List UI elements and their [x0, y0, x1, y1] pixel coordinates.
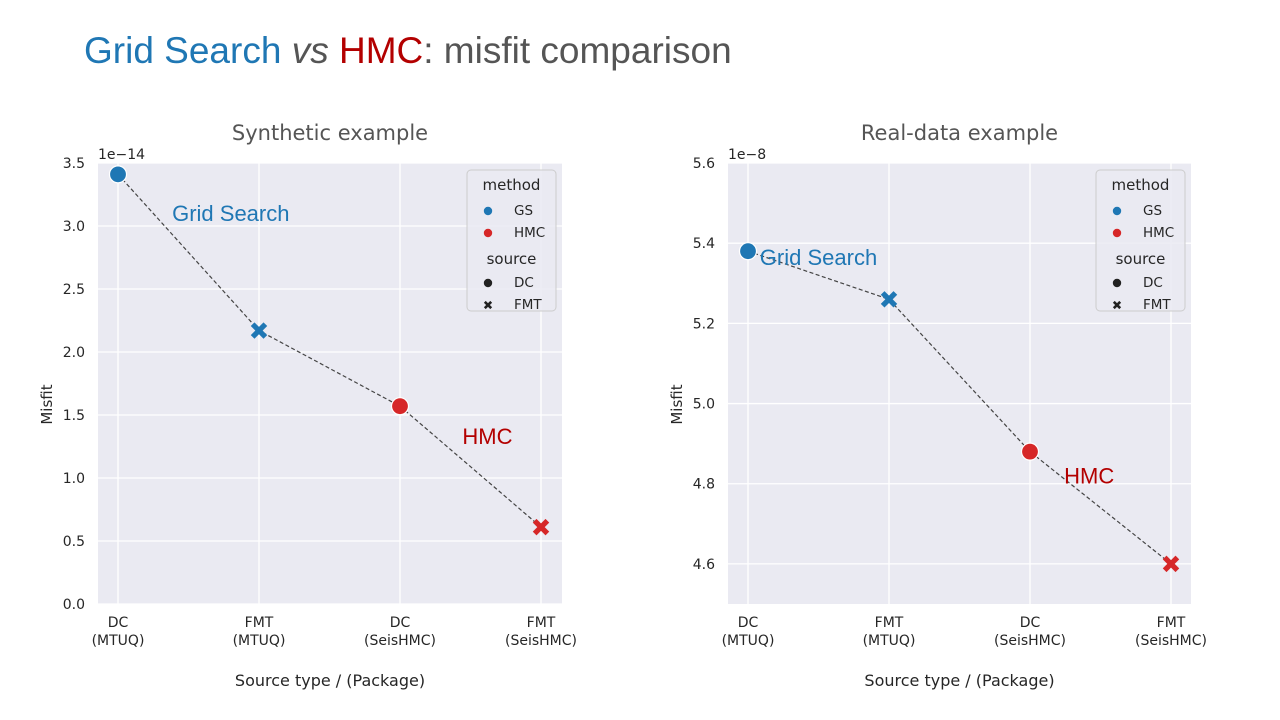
- data-point-dc-marker: [390, 397, 410, 416]
- x-tick-label-package: (SeisHMC): [1135, 633, 1207, 649]
- x-tick-label-source: DC: [1020, 615, 1041, 631]
- y-tick-label: 1.5: [63, 408, 85, 424]
- x-tick-label-package: (MTUQ): [863, 633, 916, 649]
- data-point-dc-marker: [1020, 442, 1040, 461]
- data-point-fmt-marker-stroke-b: [1162, 555, 1180, 573]
- y-tick-label: 2.5: [63, 282, 85, 298]
- title-vs: vs: [291, 30, 329, 71]
- data-point-hmc-fmt: [1162, 555, 1180, 573]
- legend-box: [466, 169, 557, 312]
- chart-1: 0.0 0.5 1.0 1.5 2.0 2.5 3.0 3.5 DC (MTUQ) FMT (MTUQ…: [38, 121, 577, 690]
- legend-dc-label: DC: [514, 275, 534, 291]
- data-point-hmc-dc: [1020, 442, 1040, 461]
- chart-2: 4.6 4.8 5.0 5.2 5.4 5.6 DC (MTUQ) FMT (MTUQ) DC (Se…: [668, 121, 1207, 690]
- data-point-gs-dc: [738, 242, 758, 261]
- legend-fmt-label: FMT: [1143, 297, 1171, 313]
- y-offset-label: 1e−14: [98, 147, 145, 163]
- y-tick-label: 0.5: [63, 534, 85, 550]
- legend-dc-swatch: [483, 278, 493, 288]
- legend-box: [1095, 169, 1186, 312]
- chart-title: Synthetic example: [232, 121, 428, 145]
- x-tick-label-package: (MTUQ): [722, 633, 775, 649]
- hmc-annotation: HMC: [462, 424, 512, 449]
- x-axis-label: Source type / (Package): [864, 671, 1054, 690]
- y-tick-label: 3.0: [63, 219, 85, 235]
- x-tick-label-source: FMT: [527, 615, 556, 631]
- legend-gs-label: GS: [514, 203, 533, 219]
- legend-dc-label: DC: [1143, 275, 1163, 291]
- title-rest: : misfit comparison: [423, 30, 732, 71]
- legend-hmc-label: HMC: [1143, 225, 1174, 241]
- legend-hmc-swatch: [483, 228, 493, 238]
- x-tick-label-source: DC: [738, 615, 759, 631]
- legend-fmt-swatch-b: [1112, 300, 1122, 310]
- legend-source-title: source: [1116, 250, 1166, 268]
- legend: method GS HMC source DC FMT: [1095, 169, 1186, 313]
- x-tick-label-source: DC: [108, 615, 129, 631]
- legend-fmt-label: FMT: [514, 297, 542, 313]
- data-point-gs-fmt: [880, 291, 898, 308]
- legend: method GS HMC source DC FMT: [466, 169, 557, 313]
- y-tick-label: 1.0: [63, 471, 85, 487]
- x-axis-label: Source type / (Package): [235, 671, 425, 690]
- grid-search-annotation: Grid Search: [172, 201, 289, 226]
- data-point-hmc-dc: [390, 397, 410, 416]
- legend-gs-swatch: [1112, 206, 1122, 216]
- y-tick-label: 5.0: [693, 397, 715, 413]
- x-tick-label-package: (SeisHMC): [505, 633, 577, 649]
- series-connecting-line: [117, 173, 542, 528]
- data-point-gs-dc: [108, 165, 128, 184]
- hmc-annotation: HMC: [1064, 464, 1114, 489]
- slide-title: Grid Search vs HMC: misfit comparison: [84, 30, 732, 72]
- legend-dc-swatch: [1112, 278, 1122, 288]
- data-point-fmt-marker-stroke-b: [880, 291, 898, 308]
- y-tick-label: 0.0: [63, 597, 85, 613]
- legend-source-title: source: [487, 250, 537, 268]
- legend-method-title: method: [483, 176, 541, 194]
- y-axis-label: Misfit: [668, 384, 686, 424]
- y-axis-label: Misfit: [38, 384, 56, 424]
- legend-fmt-swatch-b: [483, 300, 493, 310]
- title-grid-search: Grid Search: [84, 30, 282, 71]
- legend-hmc-swatch: [1112, 228, 1122, 238]
- x-tick-label-package: (MTUQ): [92, 633, 145, 649]
- legend-gs-label: GS: [1143, 203, 1162, 219]
- data-point-fmt-marker-stroke-b: [532, 518, 550, 536]
- x-tick-label-source: FMT: [245, 615, 274, 631]
- y-tick-label: 5.2: [693, 316, 715, 332]
- x-tick-label-package: (MTUQ): [233, 633, 286, 649]
- grid-search-annotation: Grid Search: [760, 245, 877, 270]
- legend-gs-swatch: [483, 206, 493, 216]
- y-tick-label: 5.6: [693, 156, 715, 172]
- data-point-hmc-fmt: [532, 518, 550, 536]
- chart-title: Real-data example: [861, 121, 1058, 145]
- y-tick-label: 3.5: [63, 156, 85, 172]
- title-hmc: HMC: [338, 30, 424, 71]
- legend-hmc-label: HMC: [514, 225, 545, 241]
- data-point-dc-marker: [738, 242, 758, 261]
- x-tick-label-package: (SeisHMC): [364, 633, 436, 649]
- y-tick-label: 4.8: [693, 477, 715, 493]
- data-point-gs-fmt: [250, 322, 268, 339]
- y-offset-label: 1e−8: [728, 147, 766, 163]
- data-point-dc-marker: [108, 165, 128, 184]
- x-tick-label-source: FMT: [875, 615, 904, 631]
- y-tick-label: 5.4: [693, 236, 715, 252]
- data-point-fmt-marker-stroke-b: [250, 322, 268, 339]
- y-tick-label: 2.0: [63, 345, 85, 361]
- x-tick-label-package: (SeisHMC): [994, 633, 1066, 649]
- x-tick-label-source: DC: [390, 615, 411, 631]
- series-connecting-line: [747, 250, 1172, 565]
- legend-method-title: method: [1112, 176, 1170, 194]
- x-tick-label-source: FMT: [1157, 615, 1186, 631]
- y-tick-label: 4.6: [693, 557, 715, 573]
